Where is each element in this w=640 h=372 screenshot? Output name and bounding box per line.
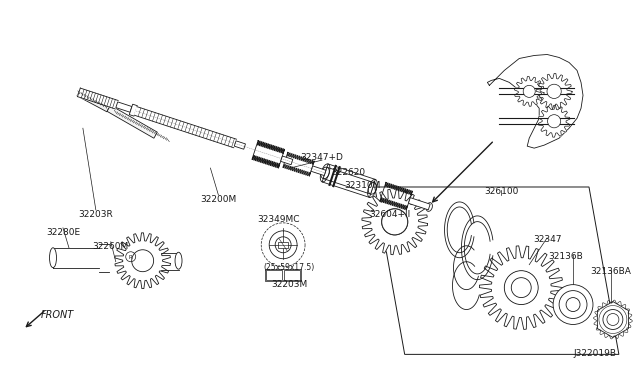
Text: 32203R: 32203R [79, 211, 113, 219]
Polygon shape [380, 182, 412, 210]
Circle shape [381, 209, 408, 235]
Polygon shape [323, 167, 374, 194]
Bar [266, 270, 282, 280]
Polygon shape [134, 107, 237, 148]
Text: 32203M: 32203M [271, 280, 307, 289]
Polygon shape [283, 152, 314, 176]
Text: FRONT: FRONT [40, 310, 74, 320]
Text: 32604+II: 32604+II [369, 211, 410, 219]
Polygon shape [362, 189, 428, 255]
Polygon shape [77, 88, 118, 109]
Circle shape [566, 298, 580, 311]
Text: R: R [129, 255, 132, 260]
Polygon shape [252, 141, 285, 168]
Text: 32310M: 32310M [345, 180, 381, 189]
Polygon shape [77, 89, 111, 112]
Circle shape [504, 271, 538, 305]
Polygon shape [538, 105, 570, 137]
Text: 32136B: 32136B [548, 252, 584, 261]
Polygon shape [116, 102, 132, 112]
Circle shape [548, 115, 561, 128]
Polygon shape [311, 166, 326, 176]
Circle shape [511, 278, 531, 298]
Circle shape [603, 310, 623, 330]
Text: (25x59x17.5): (25x59x17.5) [264, 263, 315, 272]
Text: 32260M: 32260M [93, 242, 129, 251]
Bar [278, 242, 288, 248]
Circle shape [382, 209, 408, 235]
Text: 32136BA: 32136BA [591, 267, 631, 276]
Polygon shape [597, 302, 628, 337]
Polygon shape [322, 164, 376, 198]
Circle shape [607, 314, 619, 326]
Polygon shape [99, 244, 109, 272]
Circle shape [275, 237, 291, 253]
Text: 32349MC: 32349MC [257, 215, 300, 224]
Polygon shape [515, 76, 544, 106]
Polygon shape [107, 105, 157, 138]
Text: 326100: 326100 [484, 187, 518, 196]
Text: 32347: 32347 [533, 235, 561, 244]
Text: 32200M: 32200M [200, 195, 237, 205]
Ellipse shape [175, 252, 182, 269]
Text: 32280E: 32280E [46, 228, 80, 237]
Text: 32347+D: 32347+D [301, 153, 344, 161]
Circle shape [553, 285, 593, 324]
Polygon shape [53, 248, 99, 268]
Ellipse shape [49, 248, 56, 268]
Polygon shape [129, 104, 138, 116]
Polygon shape [536, 73, 572, 109]
Polygon shape [234, 141, 246, 149]
Circle shape [547, 84, 561, 99]
Polygon shape [281, 156, 293, 165]
Polygon shape [161, 253, 179, 270]
Circle shape [505, 271, 538, 304]
Polygon shape [408, 198, 430, 210]
Circle shape [559, 291, 587, 318]
Text: J322019B: J322019B [573, 349, 616, 358]
Circle shape [523, 85, 535, 97]
Bar [265, 269, 301, 280]
Polygon shape [115, 233, 170, 289]
Bar [284, 270, 300, 280]
Text: 322620: 322620 [331, 167, 365, 177]
Polygon shape [479, 246, 563, 329]
Circle shape [269, 231, 297, 259]
Circle shape [132, 250, 154, 272]
